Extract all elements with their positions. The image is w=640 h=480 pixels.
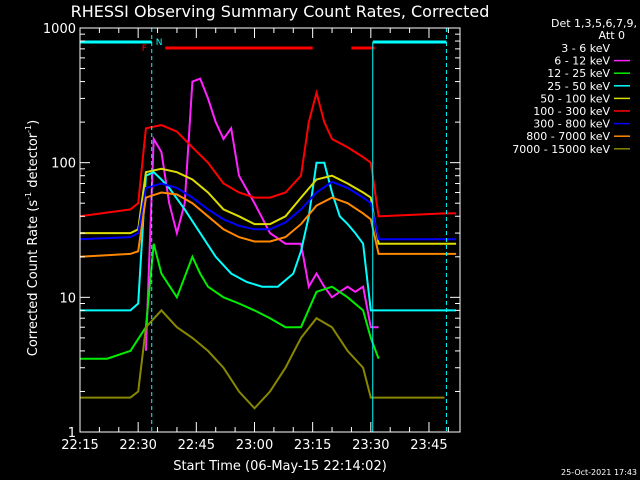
x-tick-label-3: 23:00 <box>236 438 273 453</box>
y-tick-label-0: 1 <box>68 426 76 441</box>
series-line-8 <box>80 308 445 410</box>
legend-header-line1: Det 1,3,5,6,7,9, <box>551 17 637 30</box>
series-line-3 <box>80 161 457 312</box>
y-axis-label-sup1: -1 <box>24 192 33 200</box>
x-tick-label-0: 22:15 <box>61 438 98 453</box>
timestamp: 25-Oct-2021 17:43 <box>561 468 637 477</box>
flag-label-n: N <box>156 38 163 48</box>
x-tick-label-2: 22:45 <box>178 438 215 453</box>
legend-label-8: 7000 - 15000 keV <box>512 143 610 156</box>
x-tick-label-4: 23:15 <box>294 438 331 453</box>
legend-label-5: 100 - 300 keV <box>533 105 610 118</box>
plot-frame <box>79 27 461 433</box>
y-axis-label-main: Corrected Count Rate (s <box>26 200 41 357</box>
legend-header-line2: Att 0 <box>599 29 625 42</box>
series-line-2 <box>80 243 380 360</box>
legend-label-6: 300 - 800 keV <box>533 118 610 131</box>
y-tick-label-1: 10 <box>59 291 76 306</box>
legend-label-0: 3 - 6 keV <box>561 42 610 55</box>
legend-label-2: 12 - 25 keV <box>547 67 610 80</box>
y-axis-label-end: ) <box>26 120 41 125</box>
flag-label-f: F <box>142 44 147 54</box>
series-line-0 <box>106 125 372 394</box>
series-line-6 <box>80 180 457 241</box>
series-line-1 <box>144 77 379 351</box>
x-tick-label-6: 23:45 <box>410 438 447 453</box>
x-tick-label-1: 22:30 <box>119 438 156 453</box>
series-line-4 <box>80 167 457 245</box>
y-tick-label-2: 100 <box>51 157 76 172</box>
series-line-5 <box>80 88 457 218</box>
legend-label-1: 6 - 12 keV <box>554 55 610 68</box>
legend-label-7: 800 - 7000 keV <box>526 130 610 143</box>
y-axis-label: Corrected Count Rate (s-1 detector-1) <box>24 120 41 356</box>
legend-label-4: 50 - 100 keV <box>540 92 610 105</box>
y-axis-label-mid: detector <box>26 132 41 192</box>
y-axis-label-sup2: -1 <box>24 125 33 133</box>
series-line-7 <box>80 191 457 258</box>
chart-title: RHESSI Observing Summary Count Rates, Co… <box>71 2 490 21</box>
x-axis-label: Start Time (06-May-15 22:14:02) <box>173 459 387 474</box>
y-tick-label-3: 1000 <box>43 22 76 37</box>
legend-label-3: 25 - 50 keV <box>547 80 610 93</box>
x-tick-label-5: 23:30 <box>352 438 389 453</box>
